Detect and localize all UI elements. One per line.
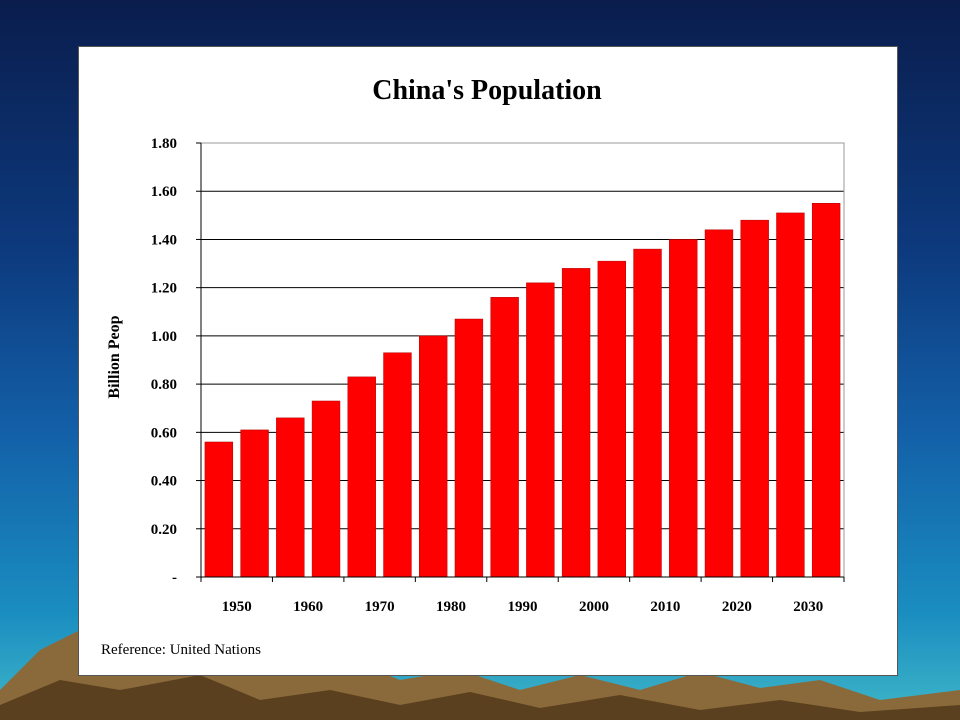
y-tick-label: 0.60 (151, 425, 177, 441)
bar-1950 (204, 441, 234, 578)
bar-1990 (490, 297, 519, 578)
x-tick-label: 2030 (793, 599, 823, 615)
bars (204, 203, 841, 578)
reference-note: Reference: United Nations (101, 642, 261, 658)
x-tick-label: 2000 (579, 599, 609, 615)
y-tick-label: 0.40 (151, 474, 177, 490)
x-tick-labels: 1950 1960 1970 1980 1990 2000 2010 2020 2030 (222, 599, 824, 615)
y-tick-label: 1.00 (151, 329, 177, 345)
x-tick-label: 1980 (436, 599, 466, 615)
bar-2025 (740, 219, 769, 578)
y-tick-label: 0.20 (151, 522, 177, 538)
x-tick-label: 1960 (293, 599, 323, 615)
y-tick-label: 1.60 (151, 184, 177, 200)
chart-panel: China's Population - 0.20 0.40 0.60 0.80 1.00… (78, 46, 898, 676)
bar-1975 (383, 352, 412, 578)
chart-svg: China's Population - 0.20 0.40 0.60 0.80 1.00… (101, 75, 845, 658)
y-tick-label: 1.80 (151, 136, 177, 152)
bar-2030 (776, 212, 805, 578)
bar-1960 (276, 417, 305, 578)
bar-1985 (454, 318, 484, 578)
bar-2020 (704, 229, 734, 578)
x-tick-label: 1970 (365, 599, 395, 615)
bar-1980 (419, 335, 448, 578)
bar-1965 (311, 400, 341, 578)
x-tick-label: 2010 (650, 599, 680, 615)
bar-1955 (240, 429, 269, 578)
x-tick-label: 2020 (722, 599, 752, 615)
bar-2035 (811, 203, 841, 578)
bar-2000 (561, 268, 591, 578)
y-tick-label: 1.20 (151, 281, 177, 297)
y-axis-label: Billion Peop (106, 315, 123, 398)
y-tick-label: 0.80 (151, 377, 177, 393)
x-tick-label: 1950 (222, 599, 252, 615)
bar-2015 (669, 239, 698, 578)
chart-title: China's Population (372, 75, 602, 106)
y-tick-labels: - 0.20 0.40 0.60 0.80 1.00 1.20 1.40 1.60 1.80 (151, 136, 177, 586)
bar-2010 (633, 248, 662, 578)
bar-1970 (347, 376, 376, 578)
y-tick-label: - (172, 570, 177, 586)
bar-1995 (526, 282, 555, 578)
gridlines (200, 142, 845, 578)
x-tick-label: 1990 (508, 599, 538, 615)
axes (196, 142, 845, 582)
y-tick-label: 1.40 (151, 232, 177, 248)
bar-2005 (597, 260, 626, 578)
